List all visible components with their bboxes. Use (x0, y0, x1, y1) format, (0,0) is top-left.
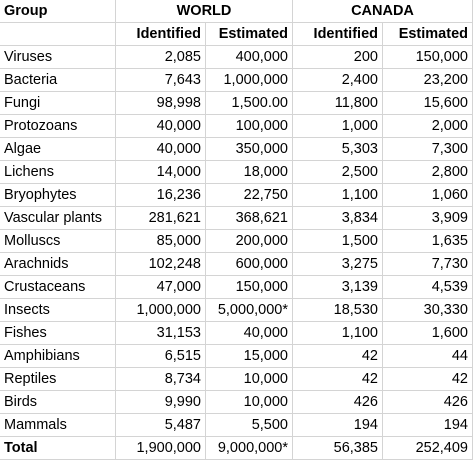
table-cell: 31,153 (116, 322, 206, 345)
table-cell: 2,085 (116, 46, 206, 69)
table-cell: 150,000 (206, 276, 293, 299)
row-label: Bacteria (0, 69, 116, 92)
table-cell: 15,600 (383, 92, 473, 115)
table-cell: 8,734 (116, 368, 206, 391)
table-cell: 1,000,000 (206, 69, 293, 92)
table-cell: 102,248 (116, 253, 206, 276)
table-cell: 42 (293, 345, 383, 368)
table-cell: 5,500 (206, 414, 293, 437)
column-header: Estimated (206, 23, 293, 46)
table-cell: 1,600 (383, 322, 473, 345)
table-cell: 22,750 (206, 184, 293, 207)
table-cell: 5,303 (293, 138, 383, 161)
row-label: Arachnids (0, 253, 116, 276)
row-label: Viruses (0, 46, 116, 69)
table-cell: 194 (293, 414, 383, 437)
total-label: Total (0, 437, 116, 460)
row-label: Birds (0, 391, 116, 414)
table-cell: 18,530 (293, 299, 383, 322)
table-cell: 1,000 (293, 115, 383, 138)
table-cell: 3,909 (383, 207, 473, 230)
table-cell: 3,139 (293, 276, 383, 299)
row-label: Mammals (0, 414, 116, 437)
table-cell: 42 (293, 368, 383, 391)
total-cell: 252,409 (383, 437, 473, 460)
table-cell: 10,000 (206, 391, 293, 414)
table-cell: 194 (383, 414, 473, 437)
table-cell: 6,515 (116, 345, 206, 368)
table-cell: 4,539 (383, 276, 473, 299)
row-label: Crustaceans (0, 276, 116, 299)
header-group: Group (0, 0, 116, 23)
table-cell: 600,000 (206, 253, 293, 276)
table-cell: 44 (383, 345, 473, 368)
row-label: Fungi (0, 92, 116, 115)
table-cell: 5,487 (116, 414, 206, 437)
table-cell: 3,275 (293, 253, 383, 276)
table-cell: 40,000 (116, 138, 206, 161)
table-cell: 9,990 (116, 391, 206, 414)
row-label: Insects (0, 299, 116, 322)
table-cell: 1,000,000 (116, 299, 206, 322)
table-cell: 368,621 (206, 207, 293, 230)
row-label: Lichens (0, 161, 116, 184)
row-label: Algae (0, 138, 116, 161)
column-header: Estimated (383, 23, 473, 46)
table-cell: 5,000,000* (206, 299, 293, 322)
table-cell: 100,000 (206, 115, 293, 138)
table-cell: 85,000 (116, 230, 206, 253)
header-empty (0, 23, 116, 46)
table-cell: 426 (293, 391, 383, 414)
table-cell: 200,000 (206, 230, 293, 253)
table-cell: 11,800 (293, 92, 383, 115)
table-cell: 200 (293, 46, 383, 69)
table-cell: 350,000 (206, 138, 293, 161)
table-cell: 16,236 (116, 184, 206, 207)
table-cell: 47,000 (116, 276, 206, 299)
table-cell: 40,000 (116, 115, 206, 138)
table-cell: 3,834 (293, 207, 383, 230)
total-cell: 56,385 (293, 437, 383, 460)
row-label: Protozoans (0, 115, 116, 138)
row-label: Amphibians (0, 345, 116, 368)
table-cell: 15,000 (206, 345, 293, 368)
table-cell: 150,000 (383, 46, 473, 69)
table-cell: 1,635 (383, 230, 473, 253)
table-cell: 30,330 (383, 299, 473, 322)
table-cell: 1,500.00 (206, 92, 293, 115)
total-cell: 9,000,000* (206, 437, 293, 460)
row-label: Molluscs (0, 230, 116, 253)
table-cell: 23,200 (383, 69, 473, 92)
table-cell: 7,730 (383, 253, 473, 276)
table-cell: 2,500 (293, 161, 383, 184)
table-cell: 1,500 (293, 230, 383, 253)
row-label: Reptiles (0, 368, 116, 391)
table-cell: 7,300 (383, 138, 473, 161)
table-cell: 281,621 (116, 207, 206, 230)
table-cell: 2,000 (383, 115, 473, 138)
table-cell: 18,000 (206, 161, 293, 184)
table-cell: 1,060 (383, 184, 473, 207)
table-cell: 2,400 (293, 69, 383, 92)
table-cell: 42 (383, 368, 473, 391)
header-canada: CANADA (293, 0, 473, 23)
row-label: Bryophytes (0, 184, 116, 207)
table-cell: 10,000 (206, 368, 293, 391)
table-cell: 1,100 (293, 184, 383, 207)
column-header: Identified (293, 23, 383, 46)
row-label: Fishes (0, 322, 116, 345)
table-cell: 400,000 (206, 46, 293, 69)
table-cell: 7,643 (116, 69, 206, 92)
row-label: Vascular plants (0, 207, 116, 230)
table-cell: 2,800 (383, 161, 473, 184)
table-cell: 40,000 (206, 322, 293, 345)
column-header: Identified (116, 23, 206, 46)
table-cell: 1,100 (293, 322, 383, 345)
table-cell: 98,998 (116, 92, 206, 115)
header-world: WORLD (116, 0, 293, 23)
table-cell: 426 (383, 391, 473, 414)
table-cell: 14,000 (116, 161, 206, 184)
total-cell: 1,900,000 (116, 437, 206, 460)
